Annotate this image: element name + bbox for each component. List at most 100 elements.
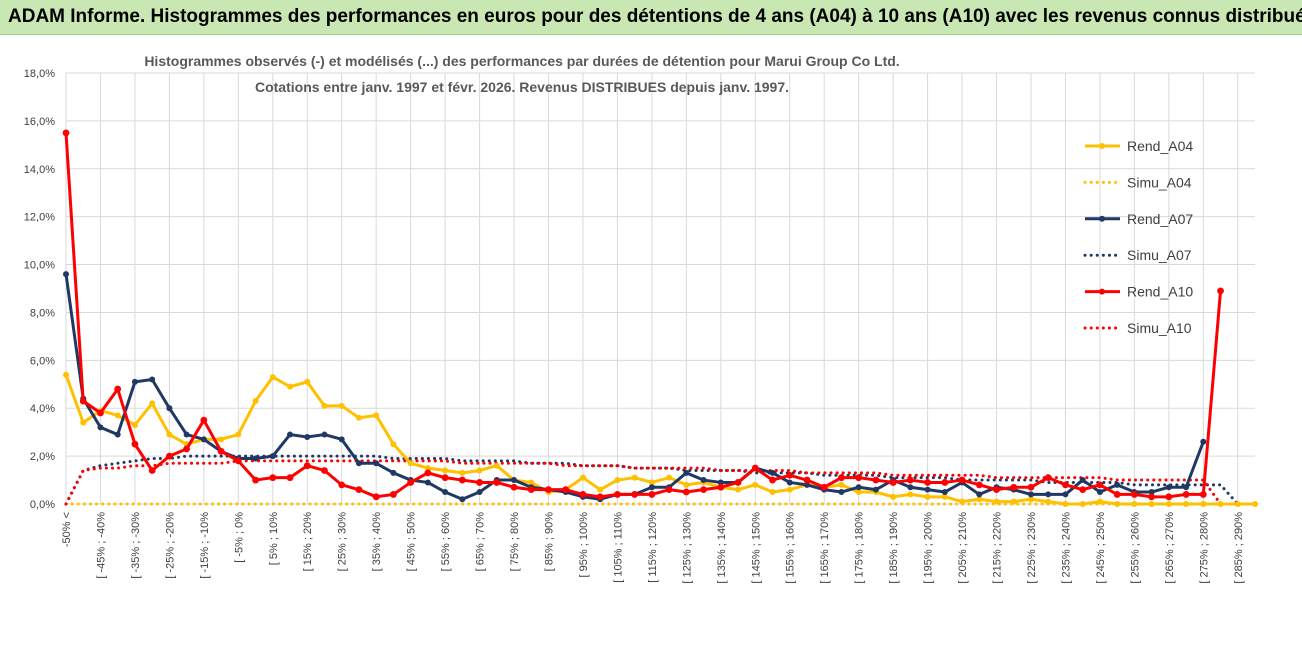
data-point xyxy=(459,496,466,503)
data-point xyxy=(906,476,914,484)
data-point xyxy=(976,496,983,503)
y-tick-label: 2,0% xyxy=(30,451,55,463)
data-point xyxy=(286,474,294,482)
data-point xyxy=(665,486,673,494)
data-point xyxy=(872,486,879,493)
data-point xyxy=(1079,477,1086,484)
data-point xyxy=(1114,501,1121,507)
data-point xyxy=(252,455,259,462)
y-tick-label: 14,0% xyxy=(24,164,55,176)
data-point xyxy=(1027,483,1035,491)
data-point xyxy=(1130,491,1138,498)
x-tick-label: [ 155% ; 160% xyxy=(785,512,797,584)
data-point xyxy=(1010,483,1018,491)
x-tick-label: [ 5% ; 10% xyxy=(268,512,280,565)
data-point xyxy=(545,486,552,494)
data-point xyxy=(321,467,328,474)
data-point xyxy=(614,477,621,484)
x-tick-label: [ -5% ; 0% xyxy=(233,512,245,563)
x-tick-label: [ 245% ; 250% xyxy=(1095,512,1107,584)
x-tick-label: [ 85% ; 90% xyxy=(543,512,555,572)
data-point xyxy=(924,486,931,493)
data-point xyxy=(269,374,276,381)
data-point xyxy=(838,481,845,488)
data-point xyxy=(890,493,897,500)
data-point xyxy=(149,400,156,407)
data-point xyxy=(683,469,690,476)
data-point xyxy=(803,481,810,488)
data-point xyxy=(717,483,725,491)
x-tick-label: [ 175% ; 180% xyxy=(854,512,866,584)
data-point xyxy=(97,409,104,417)
legend-item-rend-a10: Rend_A10 xyxy=(1085,284,1193,300)
data-point xyxy=(114,412,121,419)
data-point xyxy=(683,481,690,488)
data-point xyxy=(1148,489,1155,496)
data-point xyxy=(165,452,173,460)
header-banner: ADAM Informe. Histogrammes des performan… xyxy=(0,0,1302,34)
data-point xyxy=(682,488,690,496)
legend-item-rend-a07: Rend_A07 xyxy=(1085,211,1193,227)
x-tick-label: [ 25% ; 30% xyxy=(337,512,349,572)
y-tick-label: 0,0% xyxy=(30,499,55,511)
legend-label: Simu_A04 xyxy=(1127,174,1192,190)
data-point xyxy=(166,405,173,412)
x-tick-label: [ 195% ; 200% xyxy=(923,512,935,584)
data-point xyxy=(838,489,845,496)
data-point xyxy=(476,489,483,496)
data-point xyxy=(476,467,483,474)
data-point xyxy=(476,479,483,486)
data-point xyxy=(751,464,759,472)
series-line xyxy=(64,273,1205,501)
data-point xyxy=(304,378,311,385)
data-point xyxy=(734,479,742,486)
data-point xyxy=(1096,489,1103,496)
data-point xyxy=(838,474,845,482)
data-point xyxy=(752,481,759,488)
data-point xyxy=(924,493,931,500)
legend-item-simu-a07: Simu_A07 xyxy=(1083,247,1192,263)
data-point xyxy=(1183,501,1190,507)
data-point xyxy=(941,493,948,500)
data-point xyxy=(390,441,397,448)
x-axis-ticks: -50% < [ -45% ; -40% [ -35% ; -30% [ -25% ;… xyxy=(61,512,1245,584)
x-tick-label: [ -15% ; -10% xyxy=(199,512,211,579)
data-point xyxy=(1148,493,1156,501)
data-point xyxy=(407,479,415,486)
data-point xyxy=(1096,481,1104,489)
data-point xyxy=(527,486,535,494)
data-point xyxy=(562,486,570,494)
data-point xyxy=(1044,474,1052,482)
legend: Rend_A04 Simu_A04 Rend_A07 Simu_A07 Rend_A10… xyxy=(1083,138,1193,336)
x-tick-label: [ 115% ; 120% xyxy=(647,512,659,583)
y-tick-label: 8,0% xyxy=(30,307,55,319)
data-point xyxy=(131,440,139,448)
data-point xyxy=(442,489,449,496)
data-point xyxy=(372,493,380,501)
data-point xyxy=(631,474,638,481)
data-point xyxy=(907,491,914,498)
data-point xyxy=(1096,498,1103,505)
data-point xyxy=(735,486,742,493)
data-point xyxy=(114,431,121,438)
data-point xyxy=(149,376,156,383)
series-rend-a10 xyxy=(62,129,1224,501)
data-point xyxy=(1027,491,1034,498)
data-point xyxy=(114,385,122,393)
data-point xyxy=(855,484,862,491)
banner-title: ADAM Informe. Histogrammes des performan… xyxy=(8,6,1302,27)
data-point xyxy=(200,416,208,424)
data-point xyxy=(648,479,655,486)
data-point xyxy=(355,486,363,494)
data-point xyxy=(907,484,914,491)
data-point xyxy=(855,489,862,496)
legend-item-simu-a04: Simu_A04 xyxy=(1083,174,1192,190)
y-axis-ticks: 0,0% 2,0% 4,0% 6,0% 8,0% 10,0% 12,0% 14,0% 16,0%… xyxy=(24,68,55,511)
data-point xyxy=(959,498,966,505)
data-point xyxy=(666,474,673,481)
data-point xyxy=(924,479,931,486)
data-point xyxy=(131,378,138,385)
data-point xyxy=(200,436,207,443)
data-point xyxy=(235,431,242,438)
